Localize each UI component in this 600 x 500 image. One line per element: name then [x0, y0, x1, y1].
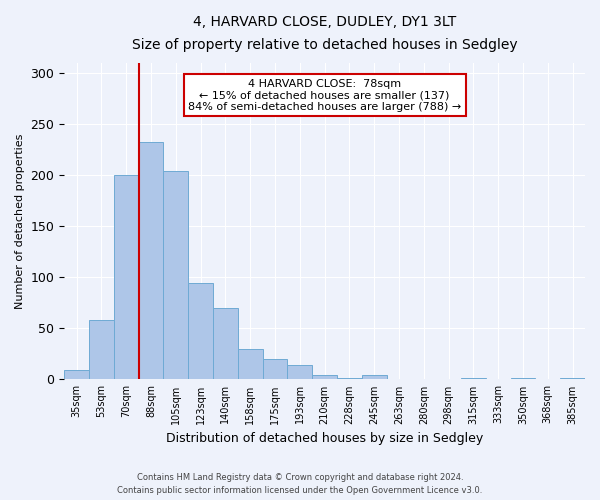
Bar — [337, 378, 362, 380]
Bar — [163, 171, 188, 380]
Text: Contains HM Land Registry data © Crown copyright and database right 2024.
Contai: Contains HM Land Registry data © Crown c… — [118, 473, 482, 495]
Bar — [263, 359, 287, 380]
Text: 4 HARVARD CLOSE:  78sqm
← 15% of detached houses are smaller (137)
84% of semi-d: 4 HARVARD CLOSE: 78sqm ← 15% of detached… — [188, 78, 461, 112]
Bar — [213, 308, 238, 380]
Bar — [560, 378, 585, 380]
Bar — [287, 365, 312, 380]
Bar — [89, 320, 114, 380]
Title: 4, HARVARD CLOSE, DUDLEY, DY1 3LT
Size of property relative to detached houses i: 4, HARVARD CLOSE, DUDLEY, DY1 3LT Size o… — [132, 15, 517, 52]
Bar — [461, 378, 486, 380]
Bar — [64, 370, 89, 380]
Bar — [114, 175, 139, 380]
Bar — [312, 376, 337, 380]
Bar — [511, 378, 535, 380]
Bar — [188, 284, 213, 380]
Y-axis label: Number of detached properties: Number of detached properties — [15, 134, 25, 308]
X-axis label: Distribution of detached houses by size in Sedgley: Distribution of detached houses by size … — [166, 432, 483, 445]
Bar — [362, 376, 386, 380]
Bar — [139, 142, 163, 380]
Bar — [238, 349, 263, 380]
